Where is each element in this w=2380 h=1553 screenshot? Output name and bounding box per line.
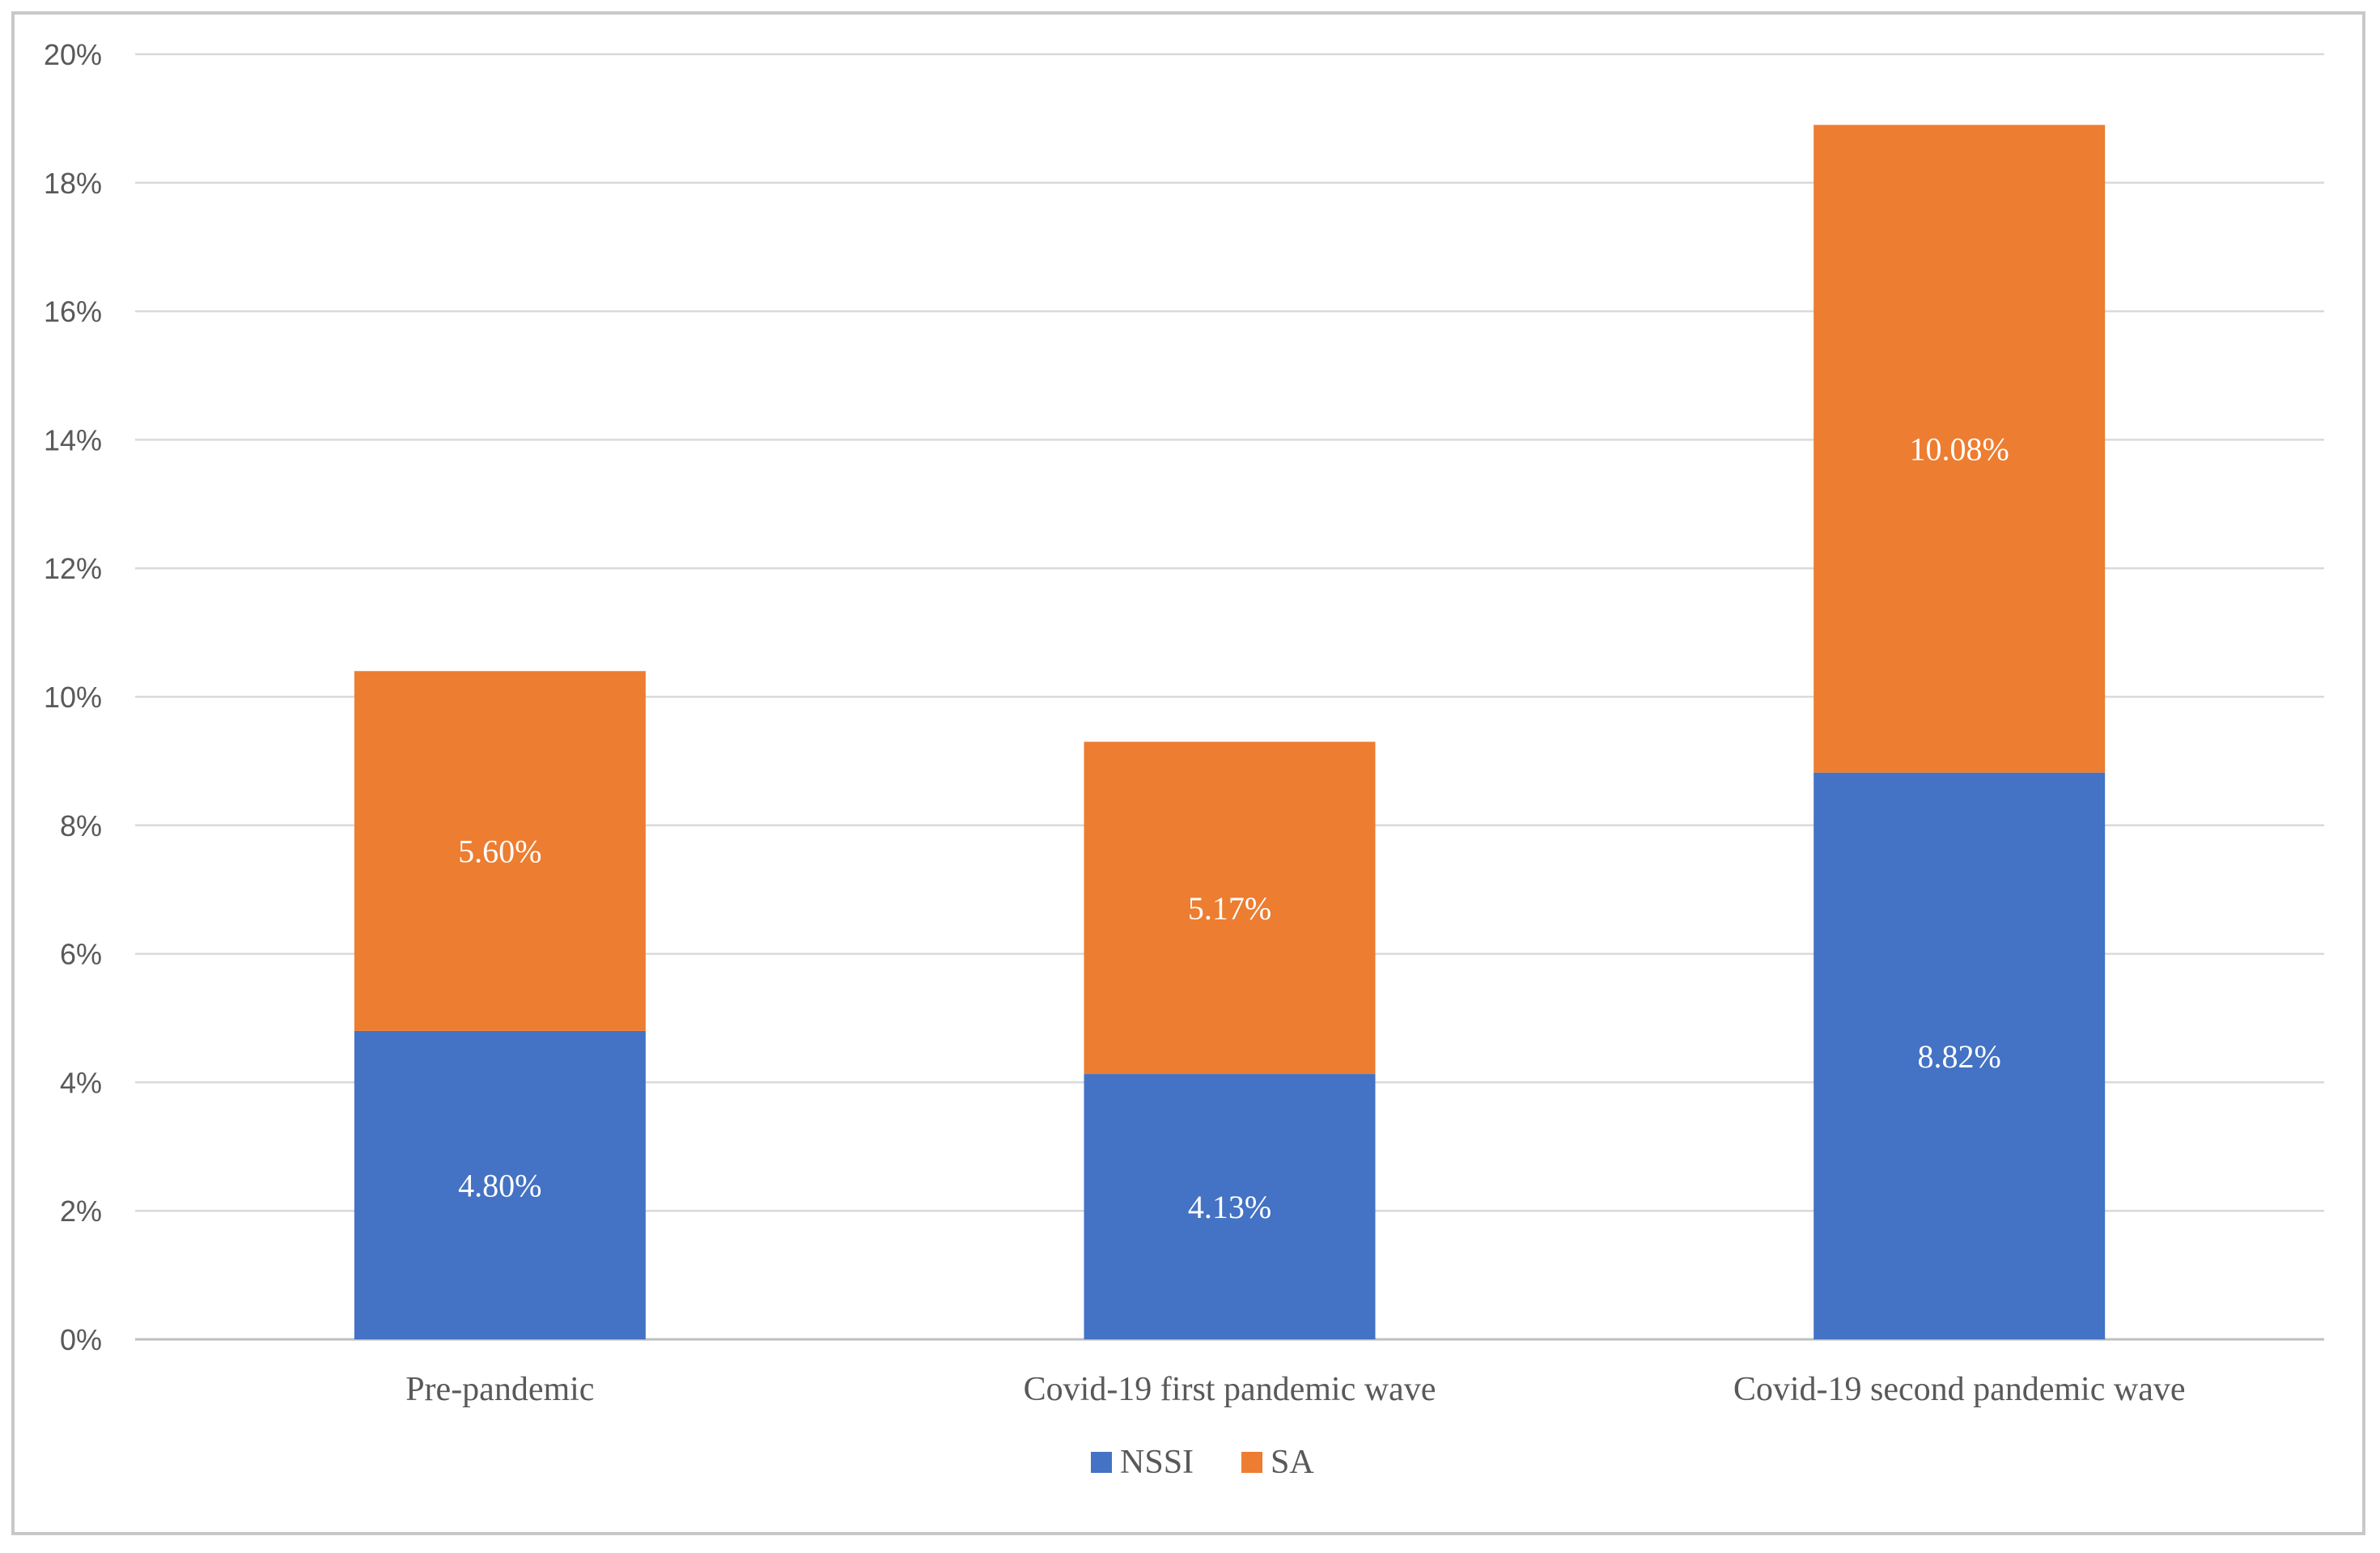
y-tick-label: 8% [60,809,102,842]
x-category-label: Covid-19 first pandemic wave [1024,1371,1436,1408]
bar-sa-0 [354,671,646,1031]
y-tick-label: 4% [60,1066,102,1099]
y-tick-label: 20% [44,38,102,71]
y-tick-label: 10% [44,681,102,714]
legend-label-sa: SA [1271,1444,1314,1481]
data-label-sa: 5.60% [458,834,541,870]
bar-nssi-0 [354,1030,646,1339]
data-label-sa: 10.08% [1910,431,2009,468]
data-label-sa: 5.17% [1188,890,1271,927]
data-label-nssi: 4.13% [1188,1189,1271,1225]
y-tick-label: 14% [44,423,102,456]
y-tick-label: 16% [44,295,102,329]
x-category-label: Pre-pandemic [405,1371,594,1408]
bar-sa-2 [1814,125,2106,773]
legend-swatch-nssi [1091,1452,1112,1473]
y-tick-label: 6% [60,938,102,971]
y-tick-label: 12% [44,552,102,585]
y-tick-label: 0% [60,1323,102,1356]
bar-nssi-1 [1084,1074,1376,1339]
bar-sa-1 [1084,741,1376,1075]
y-tick-label: 18% [44,167,102,200]
data-label-nssi: 4.80% [458,1167,541,1203]
x-category-label: Covid-19 second pandemic wave [1733,1371,2186,1408]
bar-nssi-2 [1814,772,2106,1339]
data-label-nssi: 8.82% [1918,1038,2001,1075]
legend-swatch-sa [1241,1452,1262,1473]
y-tick-label: 2% [60,1194,102,1228]
legend-label-nssi: NSSI [1120,1444,1194,1481]
